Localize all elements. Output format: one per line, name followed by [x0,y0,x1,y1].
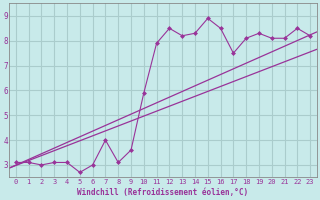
X-axis label: Windchill (Refroidissement éolien,°C): Windchill (Refroidissement éolien,°C) [77,188,249,197]
